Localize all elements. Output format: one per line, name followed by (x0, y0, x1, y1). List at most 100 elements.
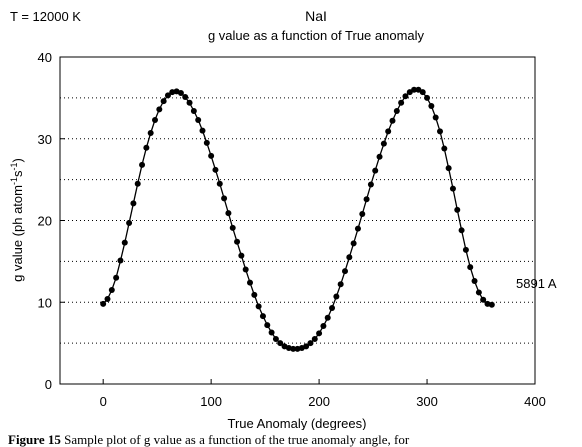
data-point (389, 117, 396, 124)
y-axis-label: g value (ph atom-1s-1) (9, 158, 25, 282)
data-point (385, 128, 392, 135)
data-point (195, 116, 202, 123)
figure-caption-label: Figure 15 (8, 432, 61, 447)
data-point (255, 303, 262, 310)
data-point (432, 114, 439, 121)
data-point (449, 185, 456, 192)
data-point (411, 86, 418, 93)
data-point (147, 130, 154, 137)
data-point (177, 89, 184, 96)
data-point (458, 227, 465, 234)
data-point (242, 266, 249, 273)
y-axis-label-sup1: -1 (9, 177, 19, 185)
data-point (350, 240, 357, 247)
data-point (121, 239, 128, 246)
data-point (139, 161, 146, 168)
chart-subtitle: g value as a function of True anomaly (208, 28, 425, 43)
data-point (437, 128, 443, 135)
data-point (164, 92, 171, 99)
data-point (108, 286, 115, 293)
data-point (367, 181, 374, 188)
data-point (190, 107, 197, 114)
data-point (134, 180, 141, 187)
data-point (225, 210, 232, 217)
figure-caption-text: Sample plot of g value as a function of … (64, 432, 410, 447)
data-point (264, 322, 271, 329)
y-tick-label: 20 (38, 214, 52, 229)
y-tick-label: 0 (45, 377, 52, 392)
data-point (130, 200, 137, 207)
data-point (320, 322, 327, 329)
data-point (441, 145, 448, 152)
data-point (203, 139, 210, 146)
data-point (454, 206, 461, 213)
y-axis-ticks: 0 10 20 30 40 (38, 50, 65, 392)
data-point (419, 89, 426, 96)
data-point (160, 98, 167, 105)
data-point (234, 238, 241, 245)
data-point (100, 300, 107, 307)
gridlines (60, 56, 535, 344)
data-point (316, 330, 323, 337)
data-point (363, 196, 370, 203)
data-point (272, 336, 279, 343)
data-point (445, 165, 452, 172)
data-point (290, 345, 297, 352)
data-point (342, 268, 348, 275)
data-point (199, 127, 206, 134)
data-point (221, 195, 228, 202)
data-point (307, 340, 314, 347)
x-axis-label: True Anomaly (degrees) (228, 416, 367, 430)
g-value-chart: T = 12000 K NaI g value as a function of… (9, 8, 557, 430)
series-label: 5891 A (516, 276, 557, 291)
data-point (488, 301, 495, 308)
x-tick-label: 400 (524, 394, 546, 409)
data-point (398, 99, 405, 106)
x-tick-label: 0 (100, 394, 107, 409)
x-tick-label: 300 (416, 394, 438, 409)
data-point (393, 107, 400, 114)
data-point (311, 336, 318, 343)
x-axis-ticks: 0 100 200 300 400 (100, 379, 546, 409)
data-point (156, 106, 163, 113)
data-point (268, 329, 275, 336)
data-point (212, 166, 219, 173)
data-point (329, 304, 336, 311)
data-point (117, 257, 124, 264)
data-point (428, 103, 435, 110)
data-point (229, 224, 236, 231)
data-point (471, 277, 478, 284)
y-axis-label-end: ) (10, 158, 25, 162)
data-point (182, 94, 189, 101)
data-point (354, 225, 361, 232)
data-point (333, 293, 340, 300)
data-point (251, 291, 258, 298)
y-tick-label: 30 (38, 132, 52, 147)
data-point (467, 264, 474, 271)
data-point (346, 254, 353, 261)
x-tick-label: 100 (200, 394, 222, 409)
data-point (424, 94, 431, 101)
data-point (380, 140, 387, 147)
data-point (475, 289, 482, 296)
data-point (277, 340, 284, 347)
data-point (208, 152, 215, 159)
data-point (152, 116, 158, 123)
data-point (303, 343, 310, 350)
data-point (247, 279, 253, 286)
temperature-annotation: T = 12000 K (10, 9, 81, 24)
chart-title: NaI (305, 8, 327, 24)
data-point (238, 252, 245, 259)
data-point (372, 167, 379, 174)
data-point (143, 144, 150, 151)
y-axis-label-sup2: -1 (9, 162, 19, 170)
data-point (259, 313, 266, 320)
data-point (359, 210, 366, 217)
data-point (337, 281, 344, 288)
figure-caption: Figure 15 Sample plot of g value as a fu… (8, 432, 582, 447)
data-point (462, 246, 469, 253)
data-point (104, 295, 111, 302)
data-point (113, 274, 120, 281)
y-axis-label-mid: s (10, 170, 25, 177)
data-point (216, 180, 223, 187)
